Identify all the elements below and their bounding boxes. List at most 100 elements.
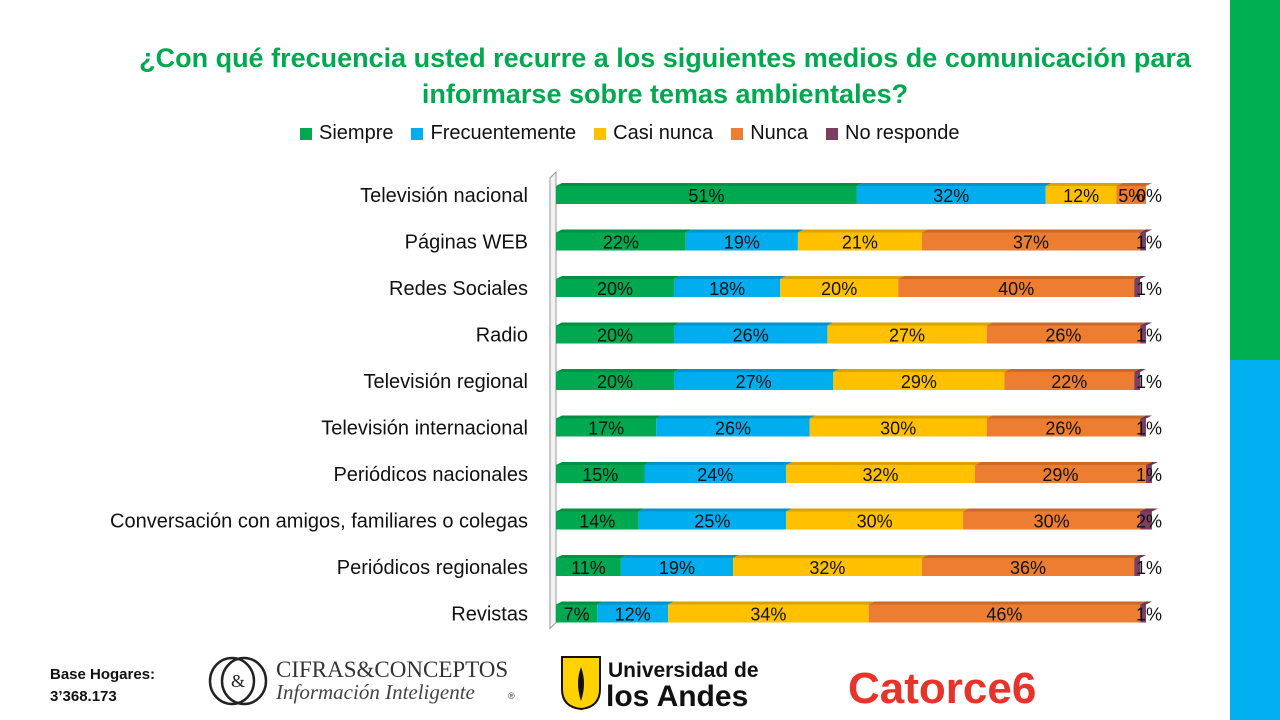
- data-label: 37%: [1013, 233, 1049, 253]
- base-value: 3’368.173: [50, 688, 117, 705]
- bar-segment-top: [556, 229, 692, 233]
- data-label: 25%: [694, 512, 730, 532]
- chart-side-wall: [549, 170, 557, 630]
- cifras-conceptos-logo: & CIFRAS&CONCEPTOS Información Inteligen…: [208, 656, 515, 706]
- legend-swatch: [300, 127, 312, 140]
- data-label: 20%: [821, 279, 857, 299]
- bar-segment-top: [827, 322, 993, 326]
- bar-segment: [1134, 372, 1141, 390]
- bar-segment: [685, 232, 798, 251]
- bar-segment: [556, 511, 639, 530]
- bar-segment: [597, 604, 669, 623]
- bar-segment: [556, 186, 857, 204]
- data-label: 20%: [597, 279, 633, 299]
- bar-segment-top: [685, 229, 804, 233]
- svg-text:&: &: [231, 671, 245, 691]
- bar-segment: [674, 325, 828, 344]
- bar-segment-top: [856, 183, 1052, 186]
- data-label: 21%: [842, 233, 878, 253]
- catorce6-logo-text: Catorce6: [848, 664, 1036, 709]
- bar-segment: [733, 558, 922, 576]
- bar-segment: [786, 465, 975, 483]
- data-label: 27%: [736, 372, 772, 392]
- data-label: 24%: [697, 465, 733, 485]
- bar-segment: [1134, 279, 1141, 297]
- bar-segment-top: [1140, 601, 1152, 605]
- legend-swatch: [411, 127, 424, 140]
- data-label: 30%: [880, 419, 916, 439]
- data-label: 40%: [998, 279, 1034, 299]
- data-label: 46%: [986, 605, 1022, 625]
- data-label: 32%: [809, 558, 845, 578]
- bar-segment: [1140, 604, 1146, 623]
- data-label: 1%: [1136, 419, 1162, 439]
- chart-title: ¿Con qué frecuencia usted recurre a los …: [100, 40, 1230, 112]
- bar-segment: [963, 511, 1141, 530]
- bar-segment-top: [1146, 462, 1158, 465]
- data-label: 0%: [1136, 186, 1162, 206]
- legend-label: No responde: [845, 122, 960, 144]
- bar-segment-top: [898, 276, 1141, 279]
- bar-segment-top: [921, 555, 1141, 558]
- data-label: 12%: [1063, 186, 1099, 206]
- bar-segment-top: [556, 462, 651, 465]
- data-label: 30%: [1034, 512, 1070, 532]
- bar-segment: [921, 558, 1135, 576]
- category-label: Televisión internacional: [321, 418, 528, 440]
- bar-segment: [1004, 372, 1135, 390]
- data-label: 1%: [1136, 326, 1162, 346]
- chart-title-line-1: ¿Con qué frecuencia usted recurre a los …: [139, 43, 1191, 73]
- data-label: 32%: [933, 186, 969, 206]
- bar-segment-top: [556, 322, 680, 326]
- category-label: Radio: [476, 325, 528, 347]
- bar-segment-top: [556, 183, 863, 186]
- bar-segment: [556, 418, 657, 437]
- bar-segment: [620, 558, 733, 576]
- category-label: Conversación con amigos, familiares o co…: [110, 511, 528, 533]
- bar-segment: [809, 418, 987, 437]
- data-label: 19%: [659, 558, 695, 578]
- category-label: Periódicos nacionales: [333, 464, 528, 486]
- bar-segment-top: [556, 555, 627, 558]
- bar-segment-top: [556, 276, 680, 279]
- data-label: 1%: [1136, 605, 1162, 625]
- bar-segment: [780, 279, 899, 297]
- bar-segment-top: [674, 369, 840, 372]
- data-label: 26%: [1045, 326, 1081, 346]
- data-label: 15%: [582, 465, 618, 485]
- bar-segment-top: [780, 276, 905, 279]
- data-label: 1%: [1136, 372, 1162, 392]
- bar-segment-top: [786, 462, 981, 465]
- data-label: 18%: [709, 279, 745, 299]
- category-label: Redes Sociales: [389, 278, 528, 300]
- legend-swatch: [731, 127, 744, 140]
- bar-segment-top: [556, 369, 680, 372]
- bar-segment: [856, 186, 1046, 204]
- bar-segment-top: [674, 322, 834, 326]
- bar-segment-top: [638, 508, 793, 512]
- data-label: 22%: [1051, 372, 1087, 392]
- bar-segment: [921, 232, 1141, 251]
- bar-segment: [1140, 511, 1152, 530]
- bar-segment-top: [1140, 415, 1152, 419]
- data-label: 20%: [597, 372, 633, 392]
- data-label: 32%: [862, 465, 898, 485]
- data-label: 2%: [1136, 512, 1162, 532]
- bar-segment-top: [1134, 369, 1147, 372]
- bar-segment-top: [733, 555, 928, 558]
- data-label: 1%: [1136, 558, 1162, 578]
- data-label: 7%: [564, 605, 590, 625]
- legend-item-siempre: Siempre: [300, 122, 393, 145]
- bar-segment-top: [1134, 276, 1147, 279]
- category-label: Televisión regional: [363, 371, 528, 393]
- legend-item-nunca: Nunca: [731, 122, 808, 145]
- uniandes-logo-line-1: Universidad de: [608, 659, 759, 682]
- catorce6-logo: Catorce6: [848, 664, 1036, 709]
- bar-segment-top: [1004, 369, 1141, 372]
- bar-segment: [986, 325, 1141, 344]
- bar-segment: [656, 418, 810, 437]
- base-label: Base Hogares:: [50, 666, 156, 683]
- data-label: 11%: [571, 558, 606, 578]
- data-label: 22%: [603, 233, 639, 253]
- base-note: Base Hogares: 3’368.173: [50, 664, 155, 708]
